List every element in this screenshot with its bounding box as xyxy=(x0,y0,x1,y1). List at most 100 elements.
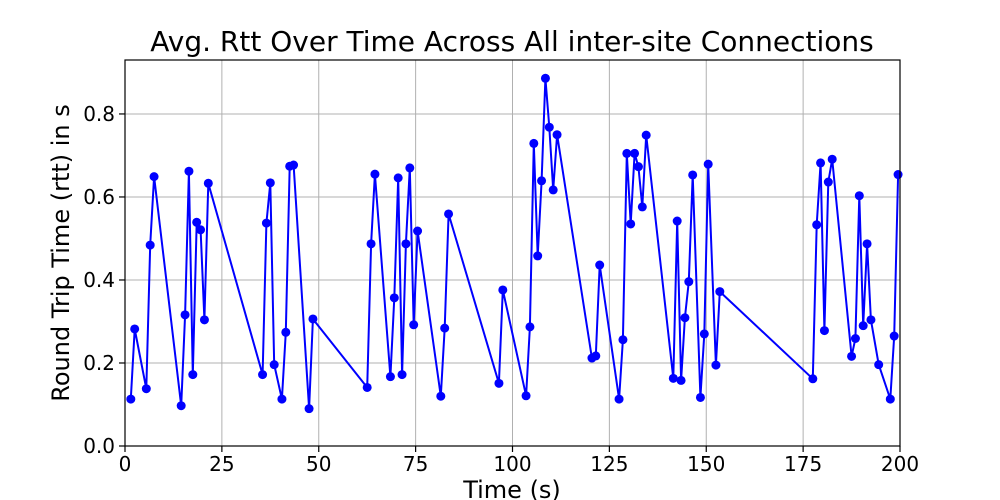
data-point xyxy=(269,360,279,370)
data-point xyxy=(440,323,450,333)
data-point xyxy=(626,219,636,229)
y-tick-label: 0.4 xyxy=(83,268,115,292)
data-point xyxy=(591,351,601,361)
x-tick-label: 100 xyxy=(493,452,531,476)
data-point xyxy=(405,163,415,173)
y-tick-label: 0.0 xyxy=(83,434,115,458)
data-point xyxy=(548,185,558,195)
data-point xyxy=(180,310,190,320)
data-point xyxy=(498,285,508,295)
data-point xyxy=(258,370,268,380)
data-point xyxy=(304,404,314,414)
data-point xyxy=(668,373,678,383)
x-tick-label: 0 xyxy=(119,452,132,476)
x-tick-label: 50 xyxy=(306,452,331,476)
data-point xyxy=(533,251,543,261)
data-point xyxy=(413,226,423,236)
series-group xyxy=(126,73,903,414)
x-tick-label: 200 xyxy=(881,452,919,476)
data-point xyxy=(401,239,411,249)
data-point xyxy=(393,173,403,183)
data-point xyxy=(715,287,725,297)
series-line xyxy=(129,77,900,410)
data-point xyxy=(409,320,419,330)
data-point xyxy=(858,321,868,331)
data-point xyxy=(680,313,690,323)
y-tick-label: 0.6 xyxy=(83,185,115,209)
data-point xyxy=(618,335,628,345)
data-point xyxy=(397,370,407,380)
data-point xyxy=(684,277,694,287)
data-point xyxy=(203,178,213,188)
data-point xyxy=(885,394,895,404)
data-point xyxy=(444,209,454,219)
data-point xyxy=(141,384,151,394)
data-point xyxy=(540,73,550,83)
x-tick-label: 175 xyxy=(784,452,822,476)
data-point xyxy=(862,239,872,249)
data-point xyxy=(699,329,709,339)
x-tick-label: 150 xyxy=(687,452,725,476)
data-point xyxy=(637,202,647,212)
data-point xyxy=(366,239,376,249)
data-point xyxy=(494,378,504,388)
data-point xyxy=(622,148,632,158)
data-point xyxy=(265,178,275,188)
data-point xyxy=(812,220,822,230)
data-point xyxy=(389,293,399,303)
x-axis-title: Time (s) xyxy=(462,476,561,500)
x-tick-label: 125 xyxy=(590,452,628,476)
data-point xyxy=(641,130,651,140)
data-point xyxy=(688,170,698,180)
data-point xyxy=(595,260,605,270)
data-point xyxy=(149,172,159,182)
data-point xyxy=(130,324,140,334)
x-axis: 0 25 50 75 100 125 150 175 200 xyxy=(119,446,919,476)
data-point xyxy=(676,375,686,385)
data-point xyxy=(436,391,446,401)
data-point xyxy=(362,382,372,392)
data-point xyxy=(176,401,186,411)
data-point xyxy=(525,322,535,332)
data-point xyxy=(823,177,833,187)
data-point xyxy=(672,216,682,226)
data-point xyxy=(199,315,209,325)
data-point xyxy=(847,351,857,361)
data-point xyxy=(192,217,202,227)
data-point xyxy=(893,170,903,180)
chart-title: Avg. Rtt Over Time Across All inter-site… xyxy=(150,25,873,58)
data-point xyxy=(633,162,643,172)
data-point xyxy=(874,360,884,370)
data-point xyxy=(827,154,837,164)
data-point xyxy=(866,315,876,325)
y-axis-title: Round Trip Time (rtt) in s xyxy=(47,104,75,402)
y-tick-label: 0.8 xyxy=(83,102,115,126)
data-point xyxy=(145,240,155,250)
data-point xyxy=(196,225,206,235)
data-point xyxy=(188,370,198,380)
data-point xyxy=(277,394,287,404)
data-point xyxy=(819,326,829,336)
data-point xyxy=(816,158,826,168)
y-axis: 0.0 0.2 0.4 0.6 0.8 xyxy=(83,102,125,458)
data-point xyxy=(537,176,547,186)
y-tick-label: 0.2 xyxy=(83,351,115,375)
data-point xyxy=(184,166,194,176)
data-point xyxy=(630,148,640,158)
data-point xyxy=(126,394,136,404)
data-point xyxy=(385,372,395,382)
grid xyxy=(124,60,901,447)
data-point xyxy=(850,334,860,344)
data-point xyxy=(552,130,562,140)
data-point xyxy=(711,360,721,370)
data-point xyxy=(289,160,299,170)
data-point xyxy=(614,394,624,404)
x-tick-label: 75 xyxy=(403,452,428,476)
data-point xyxy=(529,138,539,148)
x-tick-label: 25 xyxy=(209,452,234,476)
data-point xyxy=(695,392,705,402)
data-point xyxy=(703,159,713,169)
data-point xyxy=(854,191,864,201)
data-point xyxy=(308,314,318,324)
